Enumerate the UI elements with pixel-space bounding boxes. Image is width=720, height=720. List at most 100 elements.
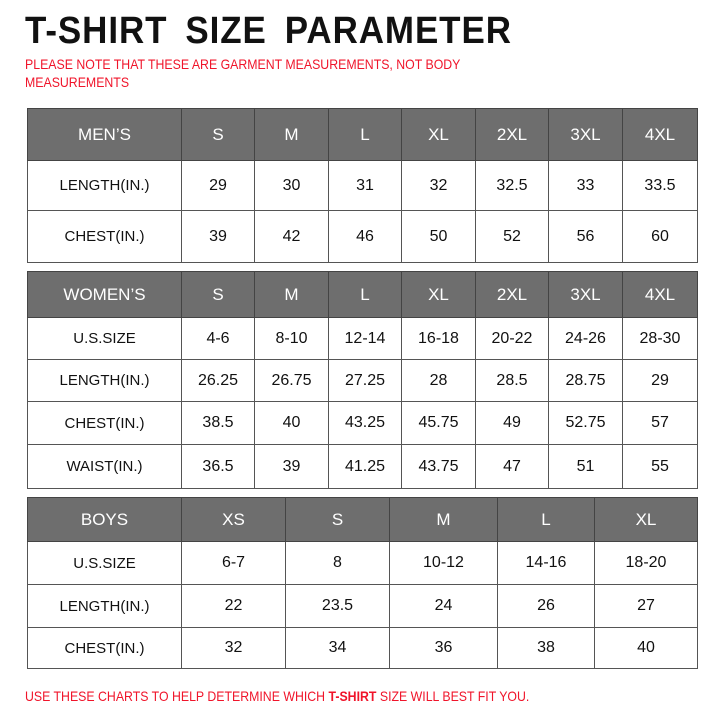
row-label: LENGTH(IN.) <box>27 160 182 211</box>
footer-text: USE THESE CHARTS TO HELP DETERMINE WHICH <box>25 688 329 704</box>
row-label: WAIST(IN.) <box>27 444 182 489</box>
table-header-row: MEN’S S M L XL 2XL 3XL 4XL <box>27 108 698 161</box>
value-cell: 22 <box>181 584 286 628</box>
header-cell: XL <box>401 108 476 161</box>
value-cell: 24-26 <box>548 317 623 360</box>
row-label: CHEST(IN.) <box>27 627 182 669</box>
value-cell: 26 <box>497 584 595 628</box>
value-cell: 28 <box>401 359 476 402</box>
header-cell: WOMEN’S <box>27 271 182 318</box>
value-cell: 55 <box>622 444 698 489</box>
table-row: CHEST(IN.) 39 42 46 50 52 56 60 <box>27 210 698 263</box>
header-cell: 2XL <box>475 271 549 318</box>
value-cell: 52.75 <box>548 401 623 445</box>
row-label: U.S.SIZE <box>27 317 182 360</box>
value-cell: 42 <box>254 210 329 263</box>
value-cell: 28.5 <box>475 359 549 402</box>
mens-size-table: MEN’S S M L XL 2XL 3XL 4XL LENGTH(IN.) 29 30 31 32 32… <box>27 108 698 263</box>
header-cell: 4XL <box>622 108 698 161</box>
value-cell: 6-7 <box>181 541 286 585</box>
header-cell: S <box>181 108 255 161</box>
value-cell: 4-6 <box>181 317 255 360</box>
boys-size-table: BOYS XS S M L XL U.S.SIZE 6-7 8 10-12 14-16 18-20 LE… <box>27 497 698 669</box>
value-cell: 31 <box>328 160 402 211</box>
header-cell: XL <box>401 271 476 318</box>
value-cell: 45.75 <box>401 401 476 445</box>
table-row: U.S.SIZE 6-7 8 10-12 14-16 18-20 <box>27 541 698 585</box>
value-cell: 50 <box>401 210 476 263</box>
value-cell: 18-20 <box>594 541 698 585</box>
header-cell: 3XL <box>548 108 623 161</box>
header-cell: L <box>497 497 595 542</box>
value-cell: 8 <box>285 541 390 585</box>
value-cell: 47 <box>475 444 549 489</box>
value-cell: 32.5 <box>475 160 549 211</box>
value-cell: 29 <box>622 359 698 402</box>
value-cell: 41.25 <box>328 444 402 489</box>
value-cell: 52 <box>475 210 549 263</box>
garment-note-line-2: MEASUREMENTS <box>25 74 130 90</box>
value-cell: 10-12 <box>389 541 498 585</box>
header-cell: S <box>181 271 255 318</box>
header-cell: L <box>328 271 402 318</box>
value-cell: 56 <box>548 210 623 263</box>
row-label: CHEST(IN.) <box>27 401 182 445</box>
value-cell: 24 <box>389 584 498 628</box>
value-cell: 36.5 <box>181 444 255 489</box>
value-cell: 33 <box>548 160 623 211</box>
value-cell: 23.5 <box>285 584 390 628</box>
page-title: T-SHIRT SIZE PARAMETER <box>25 10 512 52</box>
womens-size-table: WOMEN’S S M L XL 2XL 3XL 4XL U.S.SIZE 4-6 8-10 12-1… <box>27 271 698 489</box>
value-cell: 32 <box>401 160 476 211</box>
value-cell: 33.5 <box>622 160 698 211</box>
value-cell: 38 <box>497 627 595 669</box>
table-row: U.S.SIZE 4-6 8-10 12-14 16-18 20-22 24-26 28-30 <box>27 317 698 360</box>
header-cell: M <box>254 271 329 318</box>
value-cell: 26.75 <box>254 359 329 402</box>
header-cell: XL <box>594 497 698 542</box>
value-cell: 49 <box>475 401 549 445</box>
value-cell: 14-16 <box>497 541 595 585</box>
header-cell: XS <box>181 497 286 542</box>
footer-tshirt: T-SHIRT <box>328 688 377 704</box>
value-cell: 39 <box>254 444 329 489</box>
value-cell: 27.25 <box>328 359 402 402</box>
header-cell: M <box>254 108 329 161</box>
value-cell: 29 <box>181 160 255 211</box>
value-cell: 36 <box>389 627 498 669</box>
value-cell: 57 <box>622 401 698 445</box>
header-cell: MEN’S <box>27 108 182 161</box>
value-cell: 34 <box>285 627 390 669</box>
value-cell: 28-30 <box>622 317 698 360</box>
value-cell: 32 <box>181 627 286 669</box>
footer-note: USE THESE CHARTS TO HELP DETERMINE WHICH… <box>25 688 529 704</box>
row-label: LENGTH(IN.) <box>27 584 182 628</box>
header-cell: 2XL <box>475 108 549 161</box>
row-label: LENGTH(IN.) <box>27 359 182 402</box>
table-row: CHEST(IN.) 38.5 40 43.25 45.75 49 52.75 57 <box>27 401 698 445</box>
table-row: WAIST(IN.) 36.5 39 41.25 43.75 47 51 55 <box>27 444 698 489</box>
header-cell: BOYS <box>27 497 182 542</box>
value-cell: 43.75 <box>401 444 476 489</box>
garment-note-line-1: PLEASE NOTE THAT THESE ARE GARMENT MEASU… <box>25 56 461 72</box>
value-cell: 28.75 <box>548 359 623 402</box>
table-header-row: BOYS XS S M L XL <box>27 497 698 542</box>
value-cell: 60 <box>622 210 698 263</box>
value-cell: 8-10 <box>254 317 329 360</box>
value-cell: 20-22 <box>475 317 549 360</box>
value-cell: 27 <box>594 584 698 628</box>
value-cell: 40 <box>594 627 698 669</box>
header-cell: M <box>389 497 498 542</box>
table-row: LENGTH(IN.) 26.25 26.75 27.25 28 28.5 28.75 29 <box>27 359 698 402</box>
value-cell: 16-18 <box>401 317 476 360</box>
table-row: LENGTH(IN.) 29 30 31 32 32.5 33 33.5 <box>27 160 698 211</box>
footer-text-end: SIZE WILL BEST FIT YOU. <box>376 688 530 704</box>
value-cell: 46 <box>328 210 402 263</box>
value-cell: 39 <box>181 210 255 263</box>
header-cell: 3XL <box>548 271 623 318</box>
value-cell: 38.5 <box>181 401 255 445</box>
header-cell: S <box>285 497 390 542</box>
value-cell: 51 <box>548 444 623 489</box>
table-row: LENGTH(IN.) 22 23.5 24 26 27 <box>27 584 698 628</box>
